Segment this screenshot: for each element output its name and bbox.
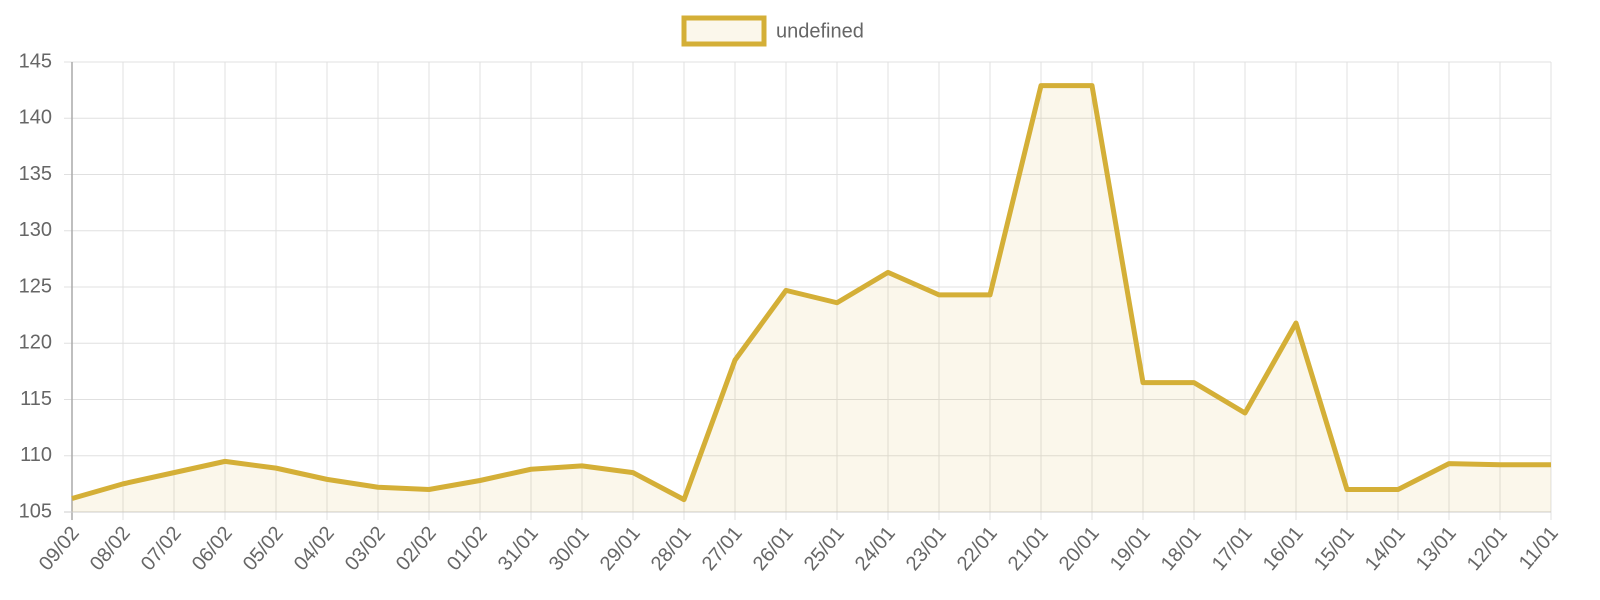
x-tick-label: 13/01 (1412, 522, 1461, 574)
x-tick-label: 26/01 (749, 522, 798, 574)
x-tick-label: 25/01 (800, 522, 849, 574)
x-tick-label: 04/02 (290, 522, 339, 574)
legend-swatch (681, 15, 767, 47)
x-tick-label: 18/01 (1157, 522, 1206, 574)
x-tick-label: 12/01 (1463, 522, 1512, 574)
x-tick-label: 01/02 (443, 522, 492, 574)
y-tick-label: 105 (19, 500, 52, 522)
y-tick-label: 135 (19, 163, 52, 185)
x-tick-label: 29/01 (596, 522, 645, 574)
y-tick-label: 140 (19, 107, 52, 129)
line (71, 83, 1551, 503)
x-tick-label: 23/01 (902, 522, 951, 574)
x-tick-label: 15/01 (1310, 522, 1359, 574)
x-tick-label: 02/02 (392, 522, 441, 574)
x-tick-label: 03/02 (341, 522, 390, 574)
x-tick-label: 30/01 (545, 522, 594, 574)
x-tick-label: 22/01 (953, 522, 1002, 574)
x-tick-label: 07/02 (137, 522, 186, 574)
x-tick-label: 08/02 (86, 522, 135, 574)
x-tick-label: 28/01 (647, 522, 696, 574)
x-tick-label: 11/01 (1515, 522, 1563, 573)
x-tick-label: 09/02 (35, 522, 84, 574)
x-tick-label: 20/01 (1055, 522, 1104, 574)
y-tick-label: 120 (19, 332, 52, 354)
y-tick-label: 125 (19, 275, 52, 297)
y-tick-label: 115 (20, 388, 52, 410)
x-tick-label: 31/01 (494, 522, 543, 574)
x-tick-label: 19/01 (1106, 522, 1155, 574)
y-tick-label: 145 (19, 50, 52, 72)
x-tick-label: 14/01 (1361, 522, 1410, 574)
x-tick-label: 21/01 (1004, 522, 1053, 574)
x-tick-label: 16/01 (1259, 522, 1308, 574)
legend-label: undefined (776, 20, 864, 42)
y-tick-label: 130 (19, 219, 52, 241)
x-tick-label: 24/01 (851, 522, 900, 574)
y-tick-label: 110 (20, 444, 52, 466)
x-tick-label: 27/01 (698, 522, 747, 574)
x-tick-label: 17/01 (1208, 522, 1257, 574)
x-tick-label: 06/02 (188, 522, 237, 574)
x-tick-label: 05/02 (239, 522, 288, 574)
